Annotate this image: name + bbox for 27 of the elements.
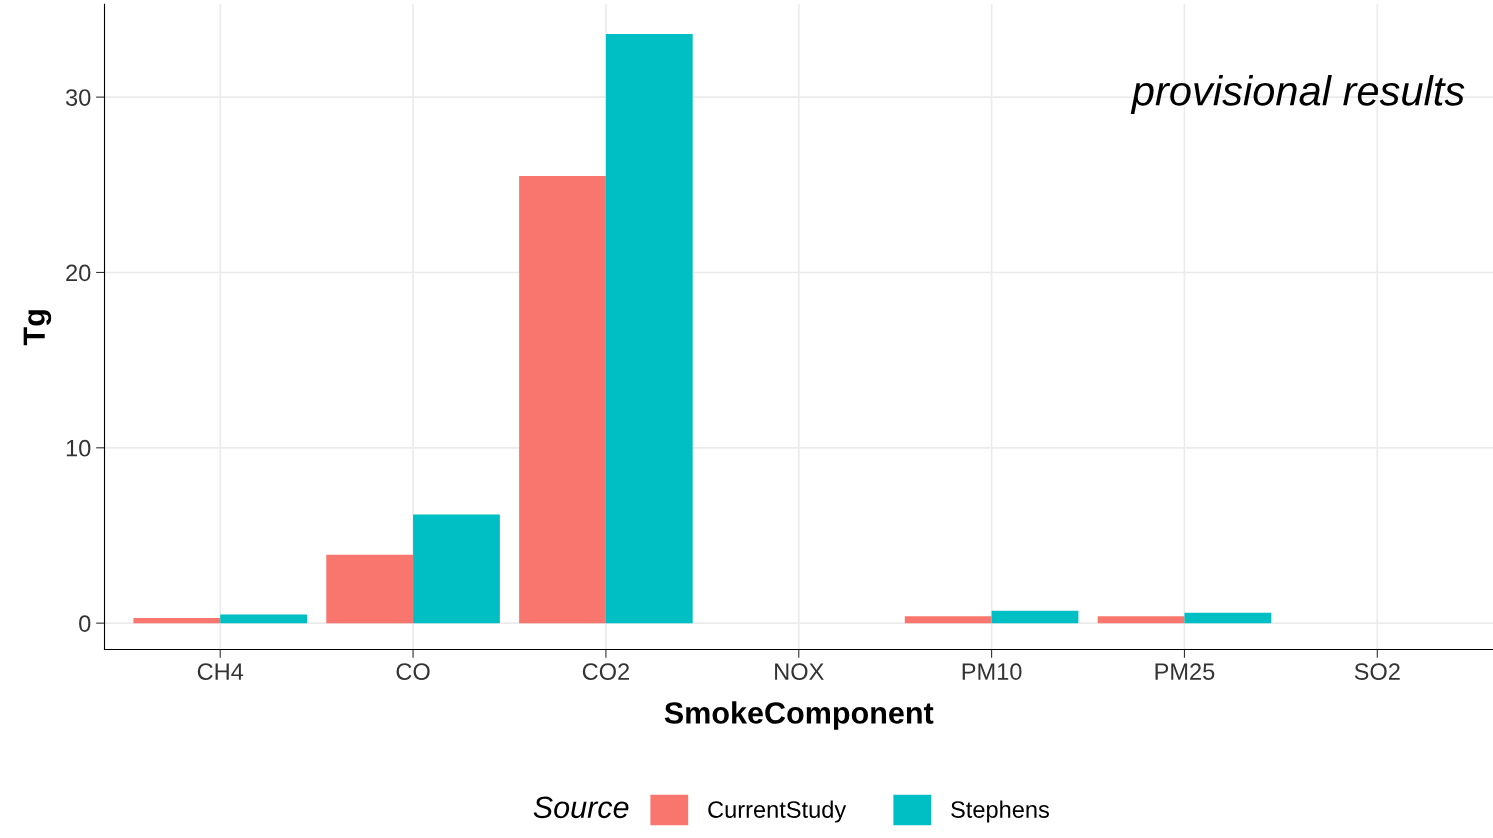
- y-axis-title: Tg: [23, 310, 52, 346]
- legend-label: Stephens: [951, 800, 1049, 823]
- bar: [1097, 616, 1185, 624]
- y-tick-label: 10: [66, 439, 91, 457]
- x-tick-label: NOX: [775, 663, 824, 680]
- legend-title: Source: [533, 796, 629, 819]
- bar: [326, 554, 414, 624]
- x-tick-label: PM25: [1155, 663, 1215, 680]
- bar: [991, 610, 1079, 624]
- x-tick-label: CO2: [582, 663, 629, 680]
- x-tick-label: PM10: [962, 663, 1022, 680]
- bar: [220, 614, 307, 624]
- y-tick-label: 0: [79, 615, 91, 632]
- x-tick-label: CH4: [197, 663, 244, 680]
- x-tick-label: SO2: [1354, 663, 1400, 680]
- bar: [519, 176, 606, 624]
- x-tick-label: CO: [396, 663, 430, 680]
- x-axis-title: SmokeComponent: [664, 701, 934, 730]
- annotation: provisional results: [1130, 75, 1465, 114]
- y-tick-label: 20: [66, 264, 91, 282]
- bar: [413, 514, 500, 624]
- bar: [1184, 612, 1272, 624]
- bar: [605, 34, 693, 624]
- bar: [904, 616, 992, 624]
- legend-label: CurrentStudy: [708, 800, 847, 823]
- y-tick-label: 30: [65, 89, 91, 106]
- bar: [133, 617, 221, 624]
